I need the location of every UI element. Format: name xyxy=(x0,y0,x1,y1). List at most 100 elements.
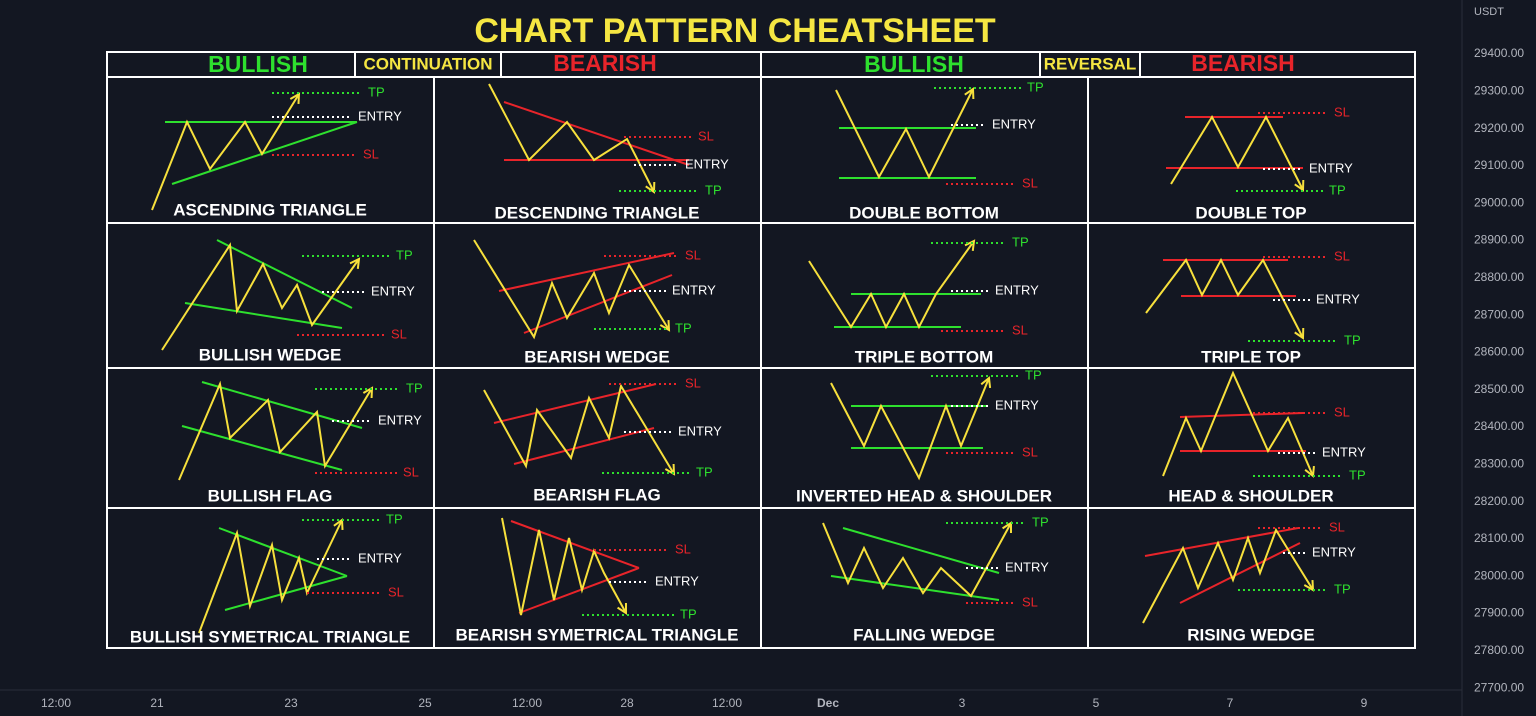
sl-label: SL xyxy=(1012,322,1028,337)
tp-label: TP xyxy=(675,320,692,335)
section-box xyxy=(1039,51,1141,78)
pattern-line xyxy=(216,239,353,309)
pattern-name: FALLING WEDGE xyxy=(853,625,995,644)
arrow-head xyxy=(980,376,992,389)
sl-label: SL xyxy=(391,326,407,341)
arrow-head xyxy=(964,87,975,100)
pattern-name: BULLISH FLAG xyxy=(208,486,333,505)
pattern-line xyxy=(171,121,358,185)
tp-label: TP xyxy=(696,464,713,479)
price-path xyxy=(151,93,300,211)
pattern-name: INVERTED HEAD & SHOULDER xyxy=(796,486,1052,505)
entry-label: ENTRY xyxy=(685,156,729,171)
pattern-line xyxy=(181,425,343,471)
pattern-name: DOUBLE TOP xyxy=(1195,203,1306,222)
price-path xyxy=(488,83,655,193)
arrow-head xyxy=(659,319,671,332)
pattern-name: DOUBLE BOTTOM xyxy=(849,203,999,222)
pattern-line xyxy=(1179,542,1301,604)
price-label: 28200.00 xyxy=(1474,494,1524,508)
price-path xyxy=(1142,527,1314,624)
pattern-line xyxy=(1179,412,1304,418)
entry-label: ENTRY xyxy=(371,283,415,298)
pattern-name: RISING WEDGE xyxy=(1187,625,1315,644)
title: CHART PATTERN CHEATSHEET xyxy=(474,12,996,50)
entry-label: ENTRY xyxy=(995,397,1039,412)
entry-label: ENTRY xyxy=(992,116,1036,131)
price-label: 28900.00 xyxy=(1474,233,1524,247)
sl-label: SL xyxy=(1329,519,1345,534)
pattern-name: TRIPLE TOP xyxy=(1201,347,1301,366)
pattern-line xyxy=(513,427,655,465)
entry-label: ENTRY xyxy=(378,412,422,427)
pattern-name: BEARISH FLAG xyxy=(533,485,661,504)
tp-label: TP xyxy=(1032,514,1049,529)
price-path xyxy=(473,239,670,340)
pattern-name: BULLISH SYMETRICAL TRIANGLE xyxy=(130,627,410,646)
sl-label: SL xyxy=(685,247,701,262)
pattern-line xyxy=(1144,527,1299,557)
pattern-line xyxy=(498,252,675,292)
pattern-name: HEAD & SHOULDER xyxy=(1168,486,1333,505)
tp-label: TP xyxy=(386,511,403,526)
sl-label: SL xyxy=(1334,104,1350,119)
time-label: 9 xyxy=(1361,696,1368,710)
currency-label: USDT xyxy=(1474,6,1504,18)
price-label: 29000.00 xyxy=(1474,195,1524,209)
time-label: 23 xyxy=(284,696,298,710)
pattern-line xyxy=(523,274,673,334)
pattern-line xyxy=(510,520,640,569)
tp-label: TP xyxy=(368,84,385,99)
time-label: 28 xyxy=(620,696,634,710)
tp-label: TP xyxy=(1027,79,1044,94)
price-path xyxy=(198,519,343,634)
sl-label: SL xyxy=(1022,444,1038,459)
price-path xyxy=(822,522,1012,598)
pattern-line xyxy=(218,527,348,577)
bearish-label: BEARISH xyxy=(553,50,657,76)
price-label: 29400.00 xyxy=(1474,46,1524,60)
tp-label: TP xyxy=(406,380,423,395)
price-path xyxy=(1170,114,1304,191)
price-label: 28400.00 xyxy=(1474,419,1524,433)
price-label: 28700.00 xyxy=(1474,307,1524,321)
pattern-line xyxy=(184,302,343,329)
time-label: 25 xyxy=(418,696,432,710)
time-label: 7 xyxy=(1227,696,1234,710)
price-path xyxy=(483,383,675,475)
sl-label: SL xyxy=(1334,404,1350,419)
time-label: 12:00 xyxy=(712,696,742,710)
price-label: 29300.00 xyxy=(1474,83,1524,97)
sl-label: SL xyxy=(1022,175,1038,190)
pattern-line xyxy=(493,383,657,424)
time-label: 3 xyxy=(959,696,966,710)
price-label: 27900.00 xyxy=(1474,606,1524,620)
pattern-name: BEARISH WEDGE xyxy=(524,347,669,366)
tp-label: TP xyxy=(705,182,722,197)
pattern-name: BEARISH SYMETRICAL TRIANGLE xyxy=(455,625,738,644)
pattern-line xyxy=(224,575,348,611)
bullish-label: BULLISH xyxy=(208,51,308,77)
pattern-line xyxy=(518,567,640,614)
sl-label: SL xyxy=(698,128,714,143)
price-label: 28100.00 xyxy=(1474,531,1524,545)
section-label: REVERSAL xyxy=(1044,54,1137,73)
entry-label: ENTRY xyxy=(1005,559,1049,574)
pattern-name: ASCENDING TRIANGLE xyxy=(173,200,367,219)
entry-label: ENTRY xyxy=(655,573,699,588)
entry-label: ENTRY xyxy=(358,550,402,565)
tp-label: TP xyxy=(1012,234,1029,249)
price-path xyxy=(178,380,373,481)
bullish-label: BULLISH xyxy=(864,51,964,77)
time-label: 5 xyxy=(1093,696,1100,710)
sl-label: SL xyxy=(1334,248,1350,263)
price-path xyxy=(1162,370,1314,477)
section-label: CONTINUATION xyxy=(363,54,492,73)
entry-label: ENTRY xyxy=(1322,444,1366,459)
pattern-name: DESCENDING TRIANGLE xyxy=(495,203,700,222)
tp-label: TP xyxy=(1349,467,1366,482)
sl-label: SL xyxy=(363,146,379,161)
